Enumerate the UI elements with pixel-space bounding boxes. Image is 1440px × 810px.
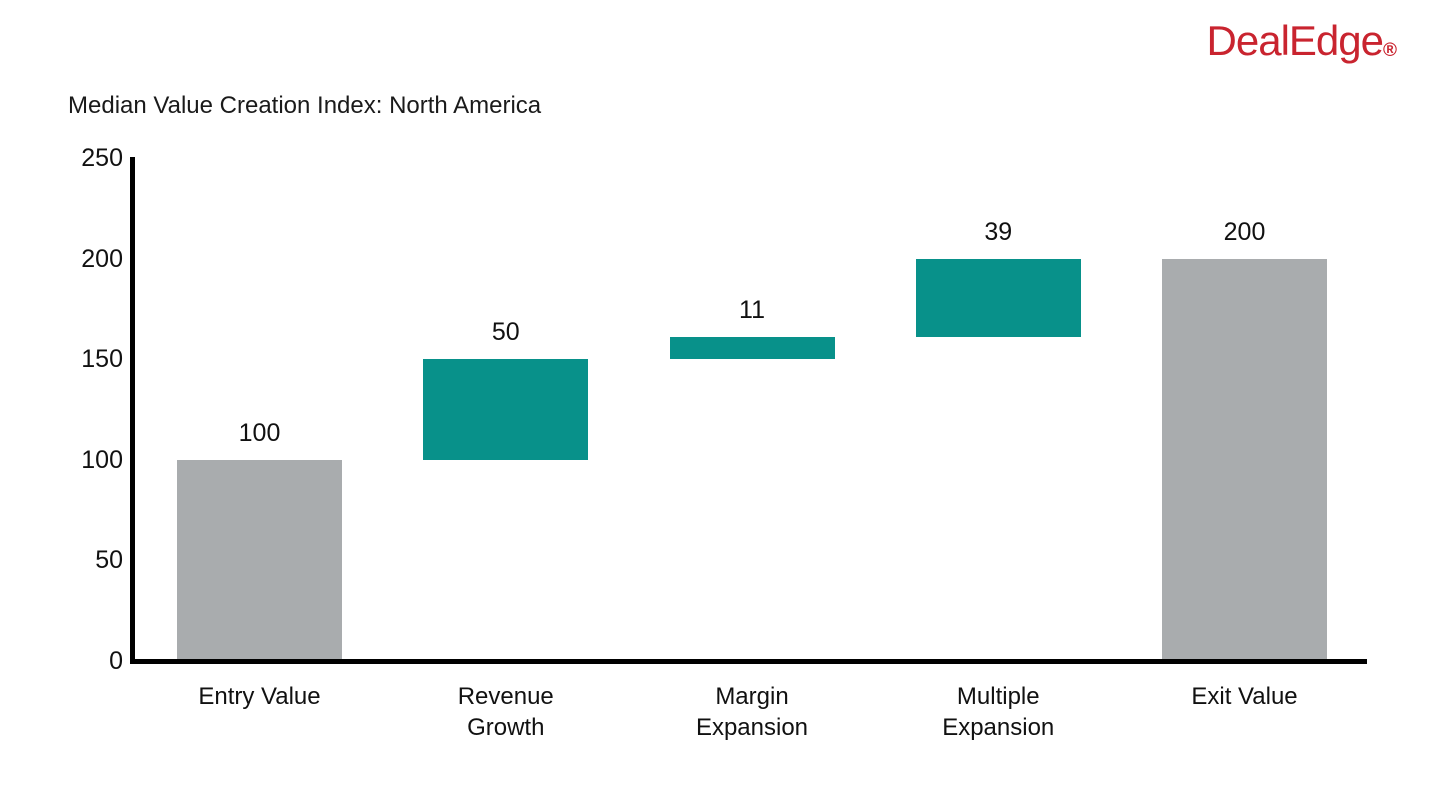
bar-value-label: 11 bbox=[739, 296, 765, 325]
bar-value-label: 200 bbox=[1223, 217, 1266, 246]
category-label: Margin Expansion bbox=[695, 683, 809, 741]
dealedge-logo: DealEdge® bbox=[1207, 18, 1397, 74]
bar-value-label: 100 bbox=[238, 418, 281, 447]
logo-text: DealEdge bbox=[1206, 17, 1384, 64]
bar-revenue-growth bbox=[423, 359, 589, 460]
bar-value-label: 50 bbox=[491, 318, 520, 347]
category-label: Entry Value bbox=[198, 683, 321, 710]
y-tick-label: 100 bbox=[81, 445, 123, 474]
category-label: Exit Value bbox=[1191, 683, 1298, 710]
y-axis-line bbox=[130, 157, 135, 663]
bar-multiple-expansion bbox=[915, 258, 1081, 338]
registered-mark-icon: ® bbox=[1383, 40, 1397, 61]
bar-exit-value bbox=[1162, 258, 1327, 661]
category-label: Revenue Growth bbox=[457, 683, 554, 741]
y-tick-label: 50 bbox=[95, 546, 123, 575]
bar-margin-expansion bbox=[669, 337, 835, 360]
x-axis-line bbox=[130, 659, 1367, 664]
bar-entry-value bbox=[177, 459, 342, 661]
chart-title: Median Value Creation Index: North Ameri… bbox=[68, 92, 542, 119]
category-label: Multiple Expansion bbox=[942, 683, 1055, 741]
bar-value-label: 39 bbox=[984, 217, 1013, 246]
y-tick-label: 200 bbox=[81, 244, 123, 273]
y-tick-label: 0 bbox=[109, 647, 123, 675]
y-tick-label: 150 bbox=[81, 345, 123, 374]
y-tick-label: 250 bbox=[81, 144, 123, 172]
